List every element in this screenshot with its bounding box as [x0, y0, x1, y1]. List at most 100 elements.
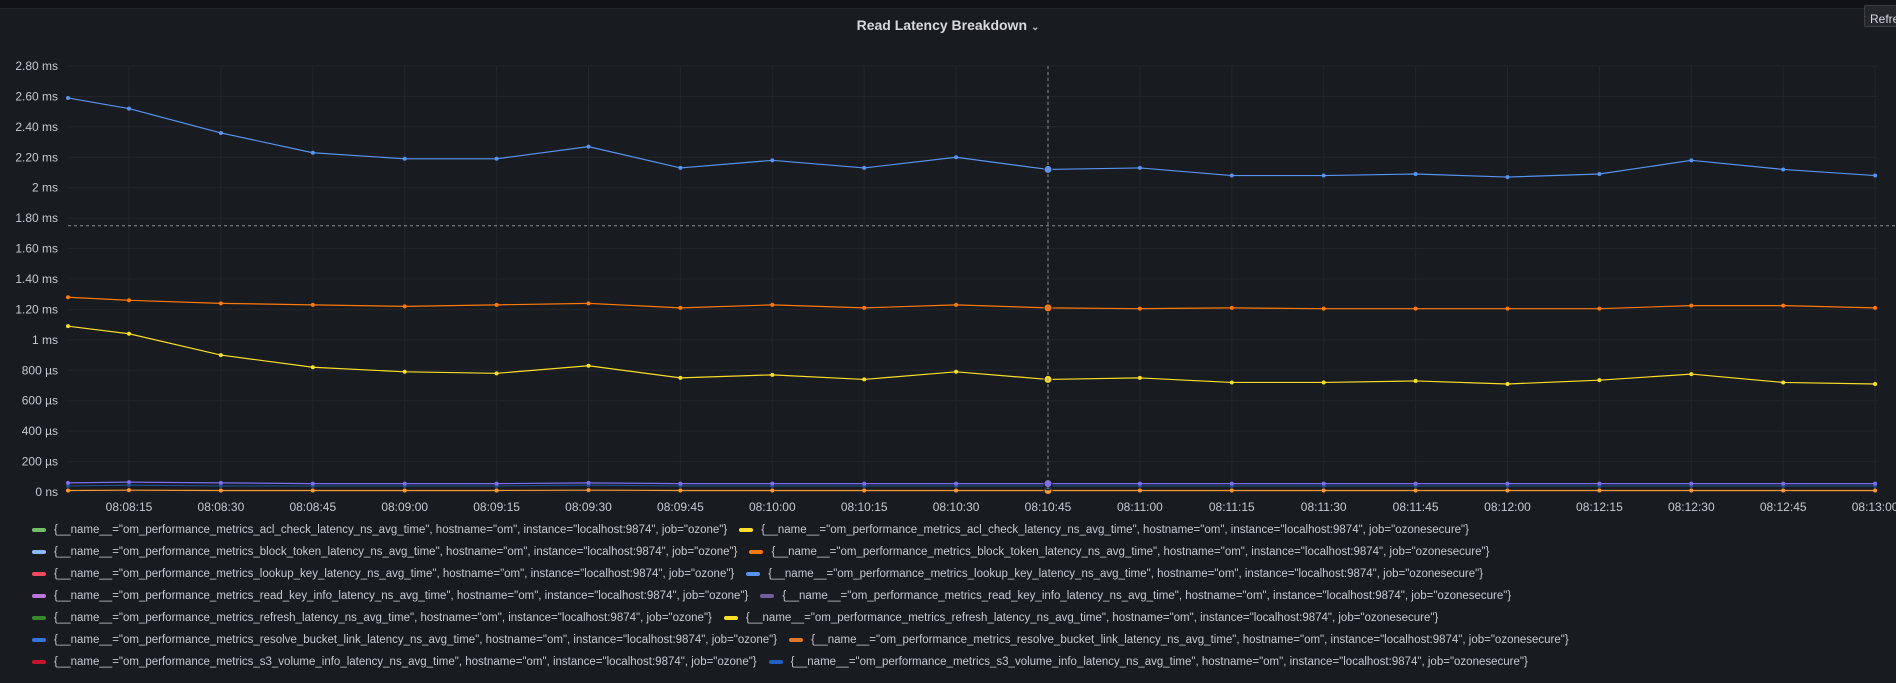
data-point — [127, 480, 131, 484]
data-point — [1230, 488, 1234, 492]
data-point — [954, 155, 958, 159]
data-point — [678, 376, 682, 380]
legend-item[interactable]: {__name__="om_performance_metrics_resolv… — [32, 634, 777, 646]
data-point — [127, 298, 131, 302]
x-tick-label: 08:11:15 — [1209, 500, 1255, 514]
time-series-chart[interactable]: 2.80 ms2.60 ms2.40 ms2.20 ms2 ms1.80 ms1… — [0, 0, 1896, 520]
legend-swatch — [769, 660, 783, 664]
data-point — [1322, 174, 1326, 178]
data-point — [1597, 172, 1601, 176]
series-line — [68, 98, 1875, 177]
data-point — [1873, 174, 1877, 178]
y-tick-label: 2 ms — [32, 181, 58, 195]
data-point — [66, 481, 70, 485]
data-point — [219, 488, 223, 492]
legend-row: {__name__="om_performance_metrics_s3_vol… — [32, 651, 1872, 673]
x-tick-label: 08:10:00 — [749, 500, 796, 514]
data-point — [862, 306, 866, 310]
legend-swatch — [32, 528, 46, 532]
legend-row: {__name__="om_performance_metrics_lookup… — [32, 563, 1872, 585]
data-point — [66, 488, 70, 492]
x-tick-label: 08:11:00 — [1117, 500, 1163, 514]
legend-item[interactable]: {__name__="om_performance_metrics_lookup… — [32, 568, 734, 580]
legend-item[interactable]: {__name__="om_performance_metrics_resolv… — [789, 634, 1569, 646]
legend-row: {__name__="om_performance_metrics_read_k… — [32, 585, 1872, 607]
legend-item[interactable]: {__name__="om_performance_metrics_block_… — [32, 546, 737, 558]
data-point — [1506, 482, 1510, 486]
y-tick-label: 2.20 ms — [15, 150, 58, 164]
legend-item[interactable]: {__name__="om_performance_metrics_refres… — [724, 612, 1438, 624]
legend-label: {__name__="om_performance_metrics_read_k… — [782, 590, 1511, 602]
x-tick-label: 08:10:30 — [933, 500, 980, 514]
data-point — [770, 482, 774, 486]
data-point — [311, 488, 315, 492]
data-point — [1597, 307, 1601, 311]
data-point — [403, 304, 407, 308]
legend-swatch — [32, 660, 46, 664]
legend-swatch — [749, 550, 763, 554]
data-point — [587, 481, 591, 485]
legend-item[interactable]: {__name__="om_performance_metrics_acl_ch… — [739, 524, 1469, 536]
legend-swatch — [724, 616, 738, 620]
data-point — [954, 370, 958, 374]
legend-item[interactable]: {__name__="om_performance_metrics_read_k… — [32, 590, 748, 602]
legend-row: {__name__="om_performance_metrics_resolv… — [32, 629, 1872, 651]
data-point — [1781, 380, 1785, 384]
series-lines — [66, 96, 1877, 495]
y-tick-label: 0 ns — [35, 485, 58, 499]
x-tick-label: 08:12:15 — [1576, 500, 1623, 514]
legend-swatch — [760, 594, 774, 598]
data-point — [1138, 488, 1142, 492]
legend-item[interactable]: {__name__="om_performance_metrics_s3_vol… — [769, 656, 1528, 668]
chart-grid — [68, 66, 1878, 492]
data-point — [770, 303, 774, 307]
data-point — [1138, 307, 1142, 311]
legend-item[interactable]: {__name__="om_performance_metrics_read_k… — [760, 590, 1511, 602]
data-point — [127, 332, 131, 336]
data-point — [403, 370, 407, 374]
legend-item[interactable]: {__name__="om_performance_metrics_block_… — [749, 546, 1489, 558]
legend-swatch — [789, 638, 803, 642]
data-point — [311, 303, 315, 307]
legend-swatch — [739, 528, 753, 532]
legend-item[interactable]: {__name__="om_performance_metrics_refres… — [32, 612, 712, 624]
data-point — [403, 157, 407, 161]
data-point — [1322, 488, 1326, 492]
data-point — [1230, 306, 1234, 310]
data-point — [1414, 482, 1418, 486]
data-point — [1689, 304, 1693, 308]
data-point — [1781, 488, 1785, 492]
x-tick-label: 08:09:00 — [381, 500, 428, 514]
data-point — [1506, 488, 1510, 492]
y-tick-label: 1.80 ms — [15, 211, 58, 225]
y-tick-label: 200 µs — [22, 455, 58, 469]
legend-label: {__name__="om_performance_metrics_resolv… — [811, 634, 1569, 646]
data-point — [1414, 379, 1418, 383]
legend-item[interactable]: {__name__="om_performance_metrics_lookup… — [746, 568, 1483, 580]
legend-swatch — [32, 572, 46, 576]
data-point — [495, 482, 499, 486]
legend-label: {__name__="om_performance_metrics_acl_ch… — [54, 524, 727, 536]
data-point — [1689, 488, 1693, 492]
data-point — [1781, 304, 1785, 308]
x-tick-label: 08:12:45 — [1760, 500, 1807, 514]
data-point — [678, 306, 682, 310]
x-tick-label: 08:09:15 — [473, 500, 520, 514]
y-tick-label: 1.20 ms — [15, 302, 58, 316]
legend-item[interactable]: {__name__="om_performance_metrics_s3_vol… — [32, 656, 757, 668]
data-point — [219, 131, 223, 135]
data-point — [1138, 166, 1142, 170]
data-point — [1322, 482, 1326, 486]
data-point — [954, 488, 958, 492]
data-point — [770, 373, 774, 377]
y-tick-label: 400 µs — [22, 424, 58, 438]
x-tick-label: 08:10:45 — [1025, 500, 1072, 514]
data-point — [127, 107, 131, 111]
series-line — [68, 485, 1875, 486]
legend-item[interactable]: {__name__="om_performance_metrics_acl_ch… — [32, 524, 727, 536]
data-point — [587, 301, 591, 305]
data-point — [954, 482, 958, 486]
legend-label: {__name__="om_performance_metrics_s3_vol… — [791, 656, 1528, 668]
y-tick-label: 2.80 ms — [15, 59, 58, 73]
